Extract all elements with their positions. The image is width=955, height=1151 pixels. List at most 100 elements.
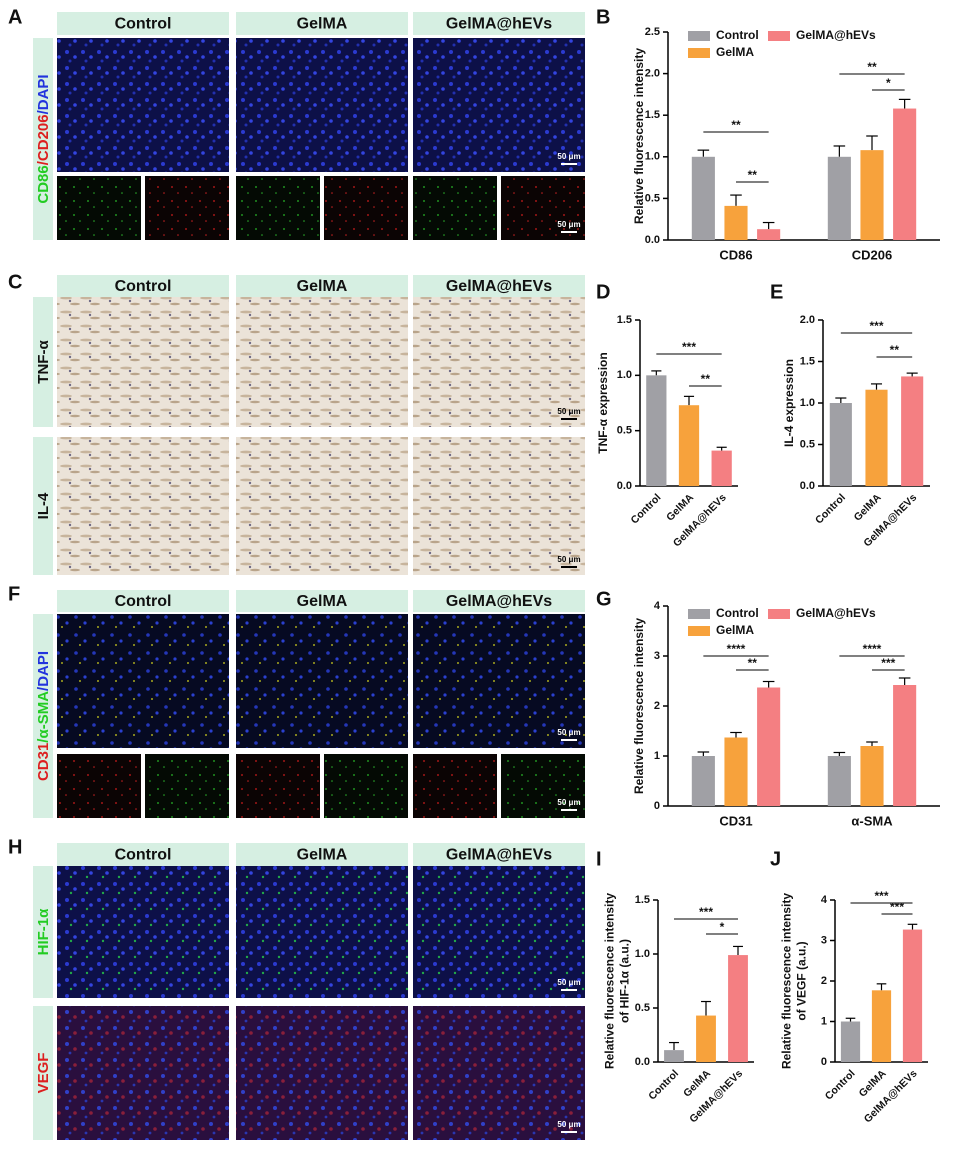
row-label-bg	[33, 297, 53, 427]
y-tick-label: 3	[821, 934, 827, 946]
row-label-bg	[33, 866, 53, 998]
legend-label: Control	[716, 28, 759, 42]
bar	[827, 756, 851, 806]
y-tick-label: 0.5	[645, 192, 660, 204]
micrograph	[236, 38, 408, 172]
y-tick-label: 1.0	[645, 151, 660, 163]
scale-bar-label: 50 μm	[557, 728, 580, 737]
significance-label: **	[867, 60, 877, 74]
legend-label: GelMA@hEVs	[796, 606, 876, 620]
row-label: HIF-1α	[35, 908, 52, 956]
scale-bar-label: 50 μm	[557, 978, 580, 987]
bar	[893, 108, 917, 240]
bar	[827, 156, 851, 240]
stain-label-part: CD31	[35, 743, 52, 781]
column-header-bg	[57, 275, 229, 297]
y-tick-label: 0.0	[645, 234, 660, 246]
micrograph	[236, 866, 408, 998]
significance-label: **	[890, 343, 900, 357]
y-tick-label: 3	[654, 650, 660, 662]
column-header: GelMA	[297, 847, 348, 864]
panel-letter: G	[596, 588, 612, 610]
y-tick-label: 0.5	[800, 438, 815, 450]
scale-bar-label: 50 μm	[557, 152, 580, 161]
stain-label-part: CD86	[35, 165, 52, 203]
legend-label: GelMA	[716, 45, 754, 59]
micrograph	[57, 866, 229, 998]
significance-label: ***	[881, 656, 895, 670]
significance-label: *	[720, 920, 725, 934]
micrograph	[324, 754, 408, 818]
y-tick-label: 0	[654, 800, 660, 812]
row-label: TNF-α	[35, 340, 52, 384]
column-header-bg	[413, 843, 585, 866]
x-tick-label: α-SMA	[851, 813, 893, 828]
micrograph	[413, 754, 497, 818]
column-header-bg	[413, 275, 585, 297]
panel-letter: A	[8, 6, 22, 28]
legend-label: GelMA	[716, 623, 754, 637]
panel-letter: I	[596, 848, 602, 870]
column-header-bg	[413, 590, 585, 612]
scale-bar-label: 50 μm	[557, 1120, 580, 1129]
micrograph	[57, 1006, 229, 1140]
scale-bar-label: 50 μm	[557, 220, 580, 229]
x-tick-label: Control	[629, 492, 664, 527]
bar	[860, 746, 884, 806]
y-tick-label: 2.5	[645, 26, 660, 38]
legend-swatch	[768, 31, 790, 41]
column-header-bg	[57, 843, 229, 866]
y-axis-label: Relative fluorescence intensity	[780, 893, 794, 1069]
x-tick-label: CD31	[719, 813, 752, 828]
column-header-bg	[236, 590, 408, 612]
bar	[696, 1015, 716, 1062]
y-tick-label: 1.0	[800, 397, 815, 409]
bar	[691, 756, 715, 806]
micrograph	[57, 754, 141, 818]
y-tick-label: 2.0	[645, 68, 660, 80]
y-tick-label: 0.0	[617, 480, 632, 492]
stain-label: CD31/α-SMA/DAPI	[35, 651, 52, 781]
stain-label-bg	[33, 38, 53, 240]
column-header: Control	[115, 593, 172, 610]
significance-label: *	[886, 76, 891, 90]
panel-letter: D	[596, 281, 610, 303]
significance-label: ***	[682, 340, 696, 354]
row-label: IL-4	[35, 492, 52, 519]
legend-label: Control	[716, 606, 759, 620]
significance-label: ****	[727, 642, 746, 656]
bar	[871, 990, 892, 1062]
panel-letter: J	[770, 848, 781, 870]
micrograph	[57, 38, 229, 172]
x-tick-label: CD86	[719, 247, 752, 262]
significance-label: ***	[890, 900, 904, 914]
column-header: GelMA@hEVs	[446, 593, 552, 610]
column-header: GelMA@hEVs	[446, 847, 552, 864]
y-tick-label: 4	[654, 600, 661, 612]
column-header: GelMA	[297, 278, 348, 295]
y-tick-label: 0.5	[635, 1002, 650, 1014]
y-tick-label: 0.0	[635, 1056, 650, 1068]
micrograph	[236, 614, 408, 748]
legend-swatch	[688, 31, 710, 41]
x-tick-label: CD206	[852, 247, 892, 262]
bar	[757, 687, 781, 806]
panel-letter: H	[8, 836, 22, 858]
column-header-bg	[57, 590, 229, 612]
legend-swatch	[768, 609, 790, 619]
x-tick-label: GelMA	[852, 491, 884, 523]
scale-bar-label: 50 μm	[557, 798, 580, 807]
panel-letter: C	[8, 271, 22, 293]
bar	[829, 403, 852, 486]
y-tick-label: 0	[821, 1056, 827, 1068]
x-tick-label: Control	[646, 1068, 681, 1103]
column-header-bg	[413, 12, 585, 35]
bar	[678, 405, 700, 486]
row-label-bg	[33, 1006, 53, 1140]
y-axis-label: IL-4 expression	[782, 359, 796, 447]
bar	[711, 450, 732, 486]
column-header: Control	[115, 16, 172, 33]
bar	[865, 389, 888, 486]
legend-swatch	[688, 48, 710, 58]
